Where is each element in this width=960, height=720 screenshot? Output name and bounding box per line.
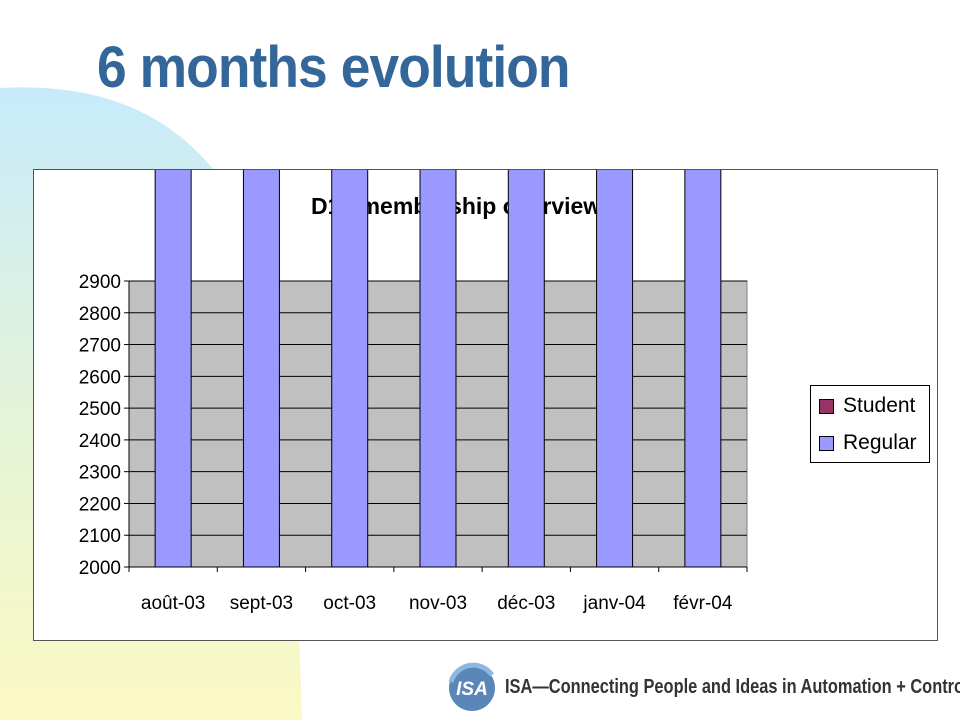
- y-tick-label: 2900: [79, 272, 121, 293]
- legend-label-student: Student: [843, 394, 916, 417]
- legend-swatch-regular: [819, 435, 834, 451]
- bar-regular: [596, 170, 634, 568]
- chart-legend: Student Regular: [810, 385, 930, 463]
- y-tick-label: 2100: [79, 526, 121, 547]
- x-tick-label: janv-04: [582, 593, 646, 614]
- legend-swatch-student: [819, 398, 834, 414]
- chart-frame: D12 membership overview 2000210022002300…: [33, 169, 938, 641]
- x-tick-label: févr-04: [673, 593, 733, 614]
- x-tick-label: août-03: [141, 593, 205, 614]
- bar-regular: [684, 170, 722, 568]
- bar-regular: [154, 170, 192, 568]
- legend-item-regular: Regular: [819, 430, 917, 456]
- bars: [154, 170, 722, 568]
- y-tick-label: 2600: [79, 367, 121, 388]
- bar-regular: [507, 170, 545, 568]
- bar-regular: [419, 170, 457, 568]
- x-axis: août-03 sept-03 oct-03 nov-03 déc-03 janv-04 f…: [128, 566, 748, 614]
- x-tick-label: déc-03: [497, 593, 555, 614]
- isa-logo: ISA: [448, 662, 495, 711]
- legend-label-regular: Regular: [843, 431, 917, 454]
- legend-item-student: Student: [819, 393, 915, 419]
- membership-chart: D12 membership overview 2000210022002300…: [79, 170, 748, 614]
- y-axis: 2000 2100 2200 2300 2400 2500 2600 2700 2800 2900: [79, 272, 130, 579]
- slide-title: 6 months evolution: [97, 35, 571, 100]
- bar-regular: [242, 170, 280, 568]
- y-tick-label: 2500: [79, 399, 121, 420]
- x-tick-label: sept-03: [230, 593, 293, 614]
- x-tick-label: nov-03: [409, 593, 467, 614]
- x-tick-label: oct-03: [323, 593, 376, 614]
- y-tick-label: 2800: [79, 304, 121, 325]
- y-tick-label: 2700: [79, 336, 121, 357]
- y-tick-label: 2000: [79, 558, 121, 579]
- y-tick-label: 2400: [79, 431, 121, 452]
- footer-tagline: ISA—Connecting People and Ideas in Autom…: [505, 676, 960, 698]
- bar-regular: [331, 170, 369, 568]
- y-tick-label: 2200: [79, 494, 121, 515]
- y-tick-label: 2300: [79, 463, 121, 484]
- isa-logo-text: ISA: [456, 679, 488, 700]
